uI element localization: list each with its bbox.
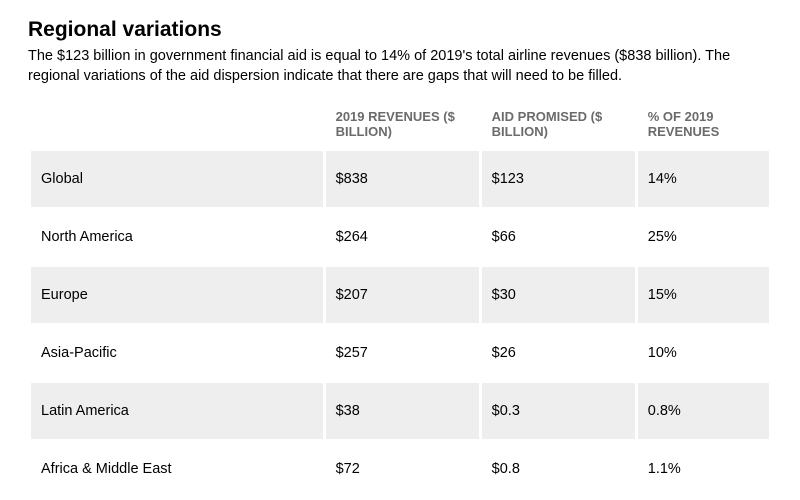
cell-region: Latin America — [31, 383, 323, 439]
col-header-pct: % OF 2019 REVENUES — [638, 103, 769, 149]
cell-revenues: $72 — [326, 441, 479, 497]
table-header-row: 2019 REVENUES ($ BILLION) AID PROMISED (… — [31, 103, 769, 149]
col-header-region — [31, 103, 323, 149]
cell-revenues: $207 — [326, 267, 479, 323]
cell-aid: $26 — [482, 325, 635, 381]
cell-pct: 25% — [638, 209, 769, 265]
cell-aid: $0.3 — [482, 383, 635, 439]
cell-region: Africa & Middle East — [31, 441, 323, 497]
table-row: Europe $207 $30 15% — [31, 267, 769, 323]
cell-region: Europe — [31, 267, 323, 323]
cell-pct: 1.1% — [638, 441, 769, 497]
cell-pct: 10% — [638, 325, 769, 381]
cell-region: North America — [31, 209, 323, 265]
cell-region: Asia-Pacific — [31, 325, 323, 381]
table-row: Global $838 $123 14% — [31, 151, 769, 207]
cell-revenues: $838 — [326, 151, 479, 207]
table-row: Latin America $38 $0.3 0.8% — [31, 383, 769, 439]
cell-aid: $30 — [482, 267, 635, 323]
col-header-revenues: 2019 REVENUES ($ BILLION) — [326, 103, 479, 149]
page-subtitle: The $123 billion in government financial… — [28, 46, 772, 87]
table-row: North America $264 $66 25% — [31, 209, 769, 265]
regional-variations-table: 2019 REVENUES ($ BILLION) AID PROMISED (… — [28, 101, 772, 499]
cell-pct: 15% — [638, 267, 769, 323]
col-header-aid: AID PROMISED ($ BILLION) — [482, 103, 635, 149]
page-title: Regional variations — [28, 18, 772, 42]
cell-revenues: $38 — [326, 383, 479, 439]
cell-region: Global — [31, 151, 323, 207]
cell-revenues: $264 — [326, 209, 479, 265]
cell-aid: $123 — [482, 151, 635, 207]
cell-revenues: $257 — [326, 325, 479, 381]
table-row: Africa & Middle East $72 $0.8 1.1% — [31, 441, 769, 497]
cell-aid: $0.8 — [482, 441, 635, 497]
cell-pct: 0.8% — [638, 383, 769, 439]
cell-aid: $66 — [482, 209, 635, 265]
cell-pct: 14% — [638, 151, 769, 207]
table-row: Asia-Pacific $257 $26 10% — [31, 325, 769, 381]
